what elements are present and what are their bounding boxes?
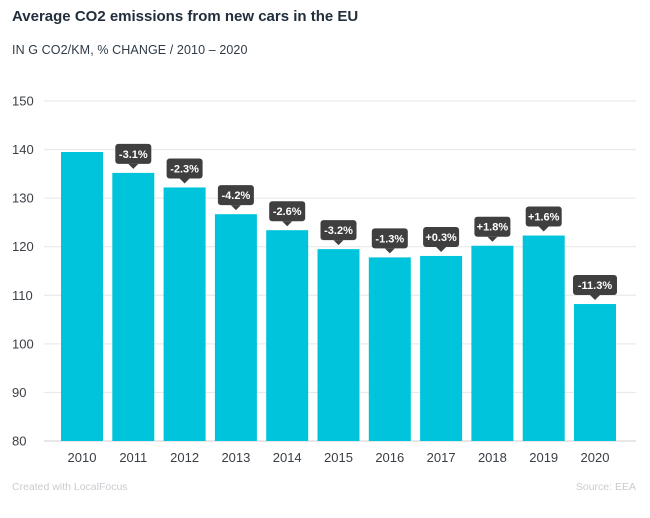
change-label-2012: -2.3%	[166, 158, 203, 184]
change-label-2016: -1.3%	[371, 228, 408, 254]
bar-2014[interactable]	[266, 230, 309, 441]
y-tick-label: 120	[12, 239, 34, 254]
change-label-pointer	[128, 163, 139, 169]
change-label-text: -2.3%	[170, 163, 199, 175]
change-label-text: -4.2%	[222, 190, 251, 202]
change-label-2011: -3.1%	[115, 143, 152, 169]
change-label-text: -2.6%	[273, 206, 302, 218]
change-label-pointer	[333, 240, 344, 246]
change-label-pointer	[282, 221, 293, 227]
change-label-pointer	[436, 246, 447, 252]
y-tick-label: 140	[12, 142, 34, 157]
bar-2015[interactable]	[317, 249, 360, 441]
change-label-bg	[525, 206, 562, 227]
change-label-text: -11.3%	[578, 280, 612, 292]
x-tick-label: 2018	[478, 450, 507, 465]
x-tick-label: 2010	[68, 450, 97, 465]
bar-2017[interactable]	[420, 255, 463, 441]
change-label-bg	[217, 185, 254, 206]
bar-2019[interactable]	[522, 235, 565, 441]
change-label-2014: -2.6%	[269, 201, 306, 227]
footer-credit[interactable]: Created with LocalFocus	[12, 481, 128, 493]
chart-title: Average CO2 emissions from new cars in t…	[12, 8, 359, 25]
change-labels: -3.1% -2.3% -4.2% -2.6% -3.2% -1.3% +0.3% +1.8%…	[115, 143, 617, 301]
y-tick-label: 90	[12, 385, 26, 400]
change-label-text: -1.3%	[375, 233, 404, 245]
x-tick-label: 2012	[170, 450, 199, 465]
change-label-bg	[474, 216, 511, 237]
change-label-bg	[166, 158, 203, 179]
change-label-2018: +1.8%	[474, 216, 511, 242]
x-tick-label: 2015	[324, 450, 353, 465]
bar-2018[interactable]	[471, 245, 514, 441]
bar-2011[interactable]	[112, 172, 155, 441]
x-tick-label: 2013	[221, 450, 250, 465]
x-tick-label: 2011	[119, 450, 147, 465]
y-tick-label: 130	[12, 191, 34, 206]
change-label-text: +1.6%	[528, 212, 560, 224]
y-tick-label: 100	[12, 336, 34, 351]
y-tick-label: 80	[12, 434, 26, 449]
change-label-bg	[269, 201, 306, 222]
change-label-2015: -3.2%	[320, 220, 357, 246]
change-label-text: +0.3%	[425, 232, 457, 244]
change-label-pointer	[230, 205, 241, 211]
change-label-text: -3.2%	[324, 225, 353, 237]
y-tick-label: 150	[12, 94, 34, 109]
x-tick-label: 2014	[273, 450, 302, 465]
change-label-bg	[423, 226, 460, 247]
change-label-bg	[320, 220, 357, 241]
x-axis-ticks: 2010 2011 2012 2013 2014 2015 2016 2017 2018 2019…	[68, 450, 610, 465]
change-label-2020: -11.3%	[573, 275, 617, 301]
x-tick-label: 2017	[427, 450, 456, 465]
change-label-2019: +1.6%	[525, 206, 562, 232]
bar-2013[interactable]	[214, 214, 257, 441]
change-label-pointer	[590, 295, 600, 301]
footer-source: Source: EEA	[575, 481, 636, 493]
y-axis-ticks: 80 90 100 110 120 130 140 150	[12, 94, 34, 449]
change-label-bg	[371, 228, 408, 249]
bar-2012[interactable]	[163, 187, 206, 441]
bar-2020[interactable]	[574, 304, 616, 441]
bar-2010[interactable]	[61, 152, 103, 441]
change-label-pointer	[538, 226, 549, 232]
change-label-2013: -4.2%	[217, 185, 254, 211]
y-tick-label: 110	[12, 288, 33, 303]
change-label-pointer	[179, 178, 190, 184]
x-tick-label: 2019	[529, 450, 558, 465]
bars	[61, 152, 616, 441]
chart-subtitle: IN G CO2/KM, % CHANGE / 2010 – 2020	[12, 43, 248, 57]
change-label-2017: +0.3%	[423, 226, 460, 252]
change-label-pointer	[487, 236, 498, 242]
change-label-text: +1.8%	[477, 222, 509, 234]
x-tick-label: 2020	[581, 450, 610, 465]
change-label-text: -3.1%	[119, 149, 148, 161]
change-label-pointer	[384, 248, 395, 254]
x-tick-label: 2016	[375, 450, 404, 465]
change-label-bg	[115, 143, 152, 164]
bar-2016[interactable]	[368, 257, 411, 441]
change-label-bg	[573, 275, 617, 296]
